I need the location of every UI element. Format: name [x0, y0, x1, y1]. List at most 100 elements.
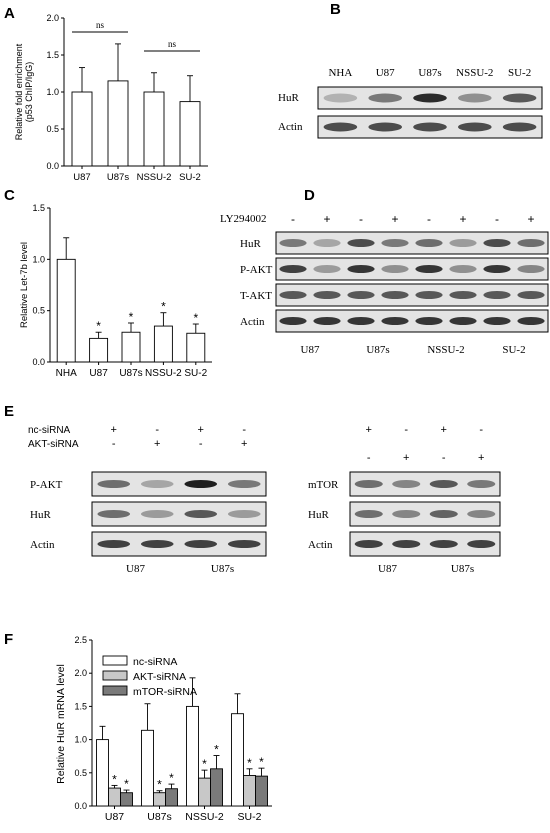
y-tick-label: 1.5	[32, 203, 45, 213]
band	[323, 93, 358, 103]
condition-label: nc-siRNA	[28, 425, 71, 436]
row-label: P-AKT	[30, 479, 63, 491]
band	[415, 291, 443, 299]
bar	[210, 768, 223, 807]
panel-f-chart: 0.0 0.5 1.0 1.5 2.0 2.5 U87 * * U87s * * NSSU-2 * * SU-…	[55, 635, 272, 823]
band	[467, 540, 496, 548]
band	[381, 291, 409, 299]
row-label: HuR	[30, 509, 51, 521]
condition-mark: +	[111, 424, 117, 436]
band	[381, 317, 409, 325]
y-tick-label: 2.5	[74, 635, 87, 645]
band	[313, 291, 341, 299]
row-label: T-AKT	[240, 290, 272, 302]
group-label: U87s	[451, 563, 474, 575]
y-tick-label: 1.0	[32, 254, 45, 264]
panel-a-chart: 0.0 0.5 1.0 1.5 2.0 U87 U87s NSSU-2 SU-2 Relative…	[14, 13, 208, 183]
group-label: U87	[126, 563, 145, 575]
condition-mark: +	[241, 438, 247, 450]
legend-label: AKT-siRNA	[133, 671, 186, 683]
treatment-mark: -	[427, 212, 431, 226]
band	[347, 239, 375, 247]
treatment-mark: -	[495, 212, 499, 226]
condition-mark: -	[442, 452, 446, 464]
band	[313, 317, 341, 325]
bar	[153, 325, 173, 363]
band	[279, 317, 307, 325]
x-tick-label: U87	[89, 368, 108, 379]
condition-mark: -	[155, 424, 159, 436]
band	[429, 480, 458, 488]
bar	[107, 80, 129, 167]
lane-label: NSSU-2	[456, 67, 493, 79]
legend-swatch	[102, 685, 128, 696]
y-tick-label: 0.0	[74, 801, 87, 811]
band	[381, 265, 409, 273]
x-tick-label: SU-2	[184, 368, 207, 379]
condition-mark: -	[404, 424, 408, 436]
band	[483, 317, 511, 325]
significance-label: ns	[168, 39, 177, 49]
bar	[96, 739, 109, 807]
band	[467, 510, 496, 518]
row-label: Actin	[30, 539, 55, 551]
treatment-label: LY294002	[220, 213, 267, 225]
band	[483, 265, 511, 273]
band	[279, 265, 307, 273]
bar	[255, 775, 268, 807]
band	[392, 510, 421, 518]
row-label: HuR	[308, 509, 329, 521]
band	[354, 480, 383, 488]
significance-star: *	[247, 756, 252, 770]
group-label: U87	[301, 344, 320, 356]
significance-star: *	[157, 778, 162, 792]
treatment-mark: +	[323, 212, 330, 226]
y-tick-label: 2.0	[46, 13, 59, 23]
row-label: mTOR	[308, 479, 339, 491]
y-tick-label: 0.0	[32, 357, 45, 367]
band	[140, 480, 174, 488]
band	[323, 122, 358, 132]
bar	[198, 777, 211, 807]
lane-label: U87s	[418, 67, 441, 79]
condition-mark: +	[403, 452, 409, 464]
bar	[165, 788, 178, 807]
band	[347, 265, 375, 273]
band	[184, 480, 218, 488]
treatment-mark: +	[391, 212, 398, 226]
significance-star: *	[202, 757, 207, 771]
band	[483, 239, 511, 247]
bar	[120, 792, 133, 807]
band	[449, 291, 477, 299]
treatment-mark: +	[527, 212, 534, 226]
row-label: Actin	[308, 539, 333, 551]
band	[313, 239, 341, 247]
x-tick-label: NSSU-2	[145, 368, 182, 379]
condition-label: AKT-siRNA	[28, 439, 79, 450]
bar	[153, 792, 166, 807]
bar	[71, 91, 93, 167]
lane-label: U87	[376, 67, 395, 79]
significance-star: *	[169, 771, 174, 785]
treatment-mark: -	[291, 212, 295, 226]
panel-label-f: F	[4, 631, 13, 648]
band	[368, 93, 403, 103]
band	[347, 317, 375, 325]
band	[227, 540, 261, 548]
blot-strip	[275, 309, 549, 333]
y-tick-label: 1.5	[74, 701, 87, 711]
band	[449, 239, 477, 247]
band	[483, 291, 511, 299]
significance-star: *	[96, 319, 101, 333]
condition-mark: -	[479, 424, 483, 436]
x-tick-label: U87	[73, 172, 90, 183]
significance-star: *	[259, 755, 264, 769]
condition-mark: +	[154, 438, 160, 450]
treatment-mark: -	[359, 212, 363, 226]
panel-b-western-blot: NHA U87 U87s NSSU-2 SU-2 HuR Actin	[278, 67, 543, 139]
band	[517, 291, 545, 299]
blot-strip	[275, 283, 549, 307]
band	[415, 239, 443, 247]
band	[97, 510, 131, 518]
x-tick-label: U87s	[147, 811, 172, 823]
